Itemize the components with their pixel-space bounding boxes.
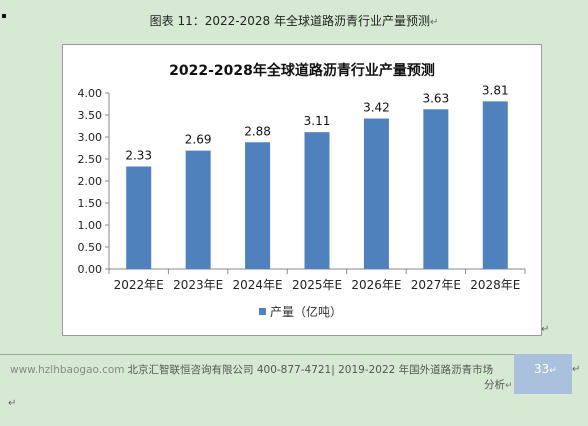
bar (423, 109, 449, 269)
footer-company: 北京汇智联恒咨询有限公司 400-877-4721| 2019-2022 年国外… (127, 364, 494, 376)
bar (363, 118, 389, 270)
x-tick-label: 2027年E (411, 278, 461, 292)
return-mark: ↵ (549, 366, 557, 376)
return-mark: ↵ (429, 17, 439, 28)
legend-swatch (259, 308, 266, 315)
x-tick-label: 2028年E (470, 278, 520, 292)
y-tick-label: 1.00 (78, 219, 103, 232)
chart-container: 2022-2028年全球道路沥青行业产量预测 0.00 0.50 1.00 1.50 2… (62, 44, 542, 336)
y-tick-label: 0.50 (78, 241, 103, 254)
return-mark: ↵ (505, 381, 513, 391)
x-tick-label: 2024年E (233, 278, 283, 292)
y-tick-label: 1.50 (78, 197, 103, 210)
page-number-box (514, 354, 572, 394)
figure-caption: 图表 11：2022-2028 年全球道路沥青行业产量预测↵ (149, 14, 439, 28)
x-tick-label: 2023年E (173, 278, 223, 292)
data-label: 3.42 (363, 101, 390, 115)
data-label: 2.69 (185, 133, 212, 147)
y-tick-label: 2.50 (78, 153, 103, 166)
data-label: 3.81 (482, 83, 509, 97)
y-tick-label: 3.00 (78, 131, 103, 144)
list-bullet (2, 14, 6, 18)
chart-title: 2022-2028年全球道路沥青行业产量预测 (169, 62, 435, 79)
x-tick-label: 2026年E (351, 278, 401, 292)
y-tick-label: 2.00 (78, 175, 103, 188)
bar-chart: 2022-2028年全球道路沥青行业产量预测 0.00 0.50 1.00 1.50 2… (78, 62, 526, 319)
return-mark: ↵ (572, 364, 581, 375)
data-label: 3.11 (304, 114, 331, 128)
y-tick-label: 0.00 (78, 263, 103, 276)
return-mark: ↵ (8, 398, 17, 409)
page-number: 33↵ (534, 362, 557, 376)
bar (245, 142, 271, 269)
return-mark: ↵ (541, 324, 550, 335)
legend-label: 产量（亿吨） (270, 304, 342, 319)
footer-site-link[interactable]: www.hzlhbaogao.com (10, 364, 125, 376)
bar (185, 150, 211, 269)
bar (304, 132, 330, 269)
y-tick-label: 3.50 (78, 109, 103, 122)
y-tick-label: 4.00 (78, 87, 103, 100)
data-label: 2.33 (125, 148, 152, 162)
footer: www.hzlhbaogao.com 北京汇智联恒咨询有限公司 400-877-4… (10, 362, 493, 377)
footer-continuation: 分析↵ (484, 379, 513, 391)
x-tick-label: 2022年E (114, 278, 164, 292)
footer-divider (0, 354, 514, 355)
data-label: 3.63 (422, 91, 449, 105)
bar (482, 101, 508, 269)
data-label: 2.88 (244, 124, 271, 138)
x-tick-label: 2025年E (292, 278, 342, 292)
legend: 产量（亿吨） (259, 304, 342, 319)
bar (126, 166, 152, 269)
